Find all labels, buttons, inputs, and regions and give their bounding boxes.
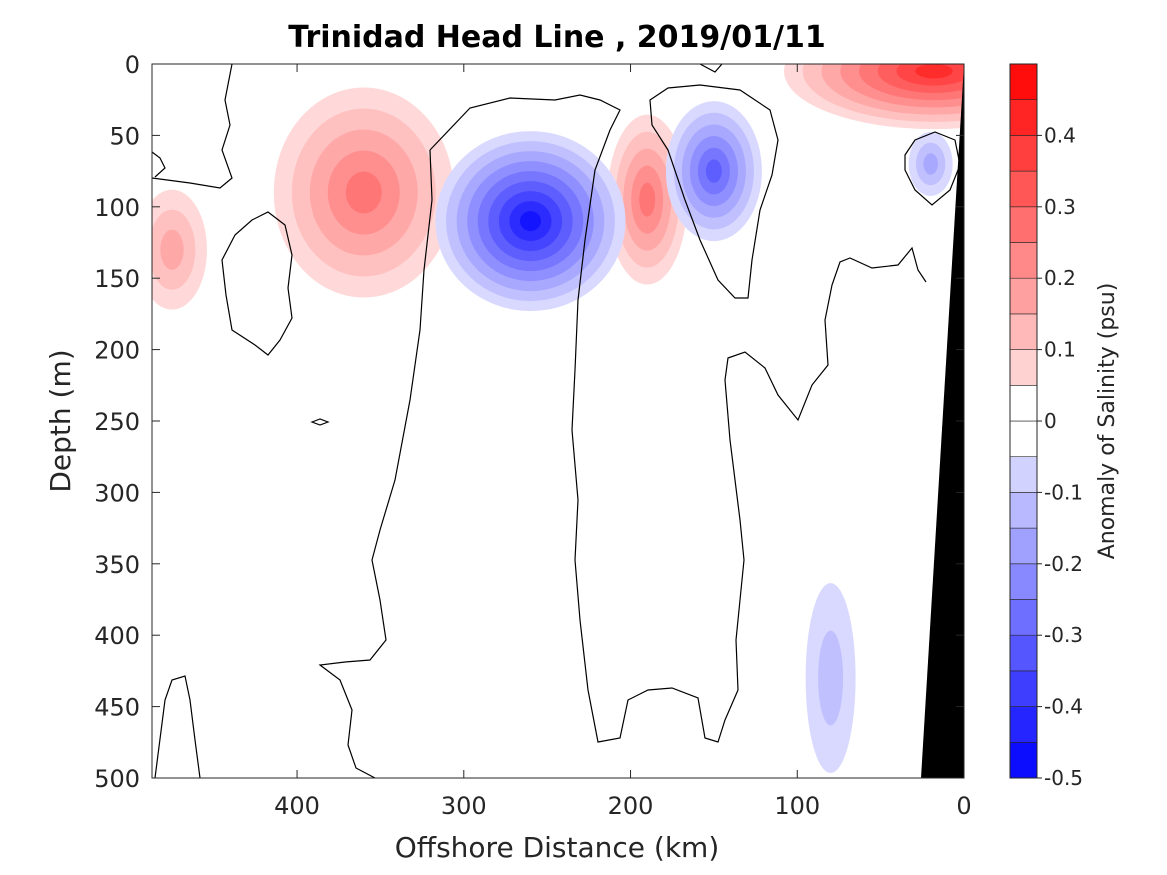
colorbar-segment [1009,384,1038,422]
anomaly-level [705,159,722,183]
x-tick-label: 100 [774,792,820,820]
y-tick-label: 100 [94,194,140,222]
zero-contour-coastal-loop [904,131,961,206]
salinity-field [152,64,964,778]
zero-contour-inner-eddy [649,84,779,299]
colorbar-tick-label: 0 [1044,409,1057,433]
colorbar-tick-label: 0.4 [1044,123,1076,147]
x-axis: 400 300 200 100 0 [274,64,972,820]
fresh-eddy-main [435,131,626,312]
colorbar-segment [1009,634,1038,672]
anomaly-level [818,630,844,726]
x-tick-label: 0 [956,792,971,820]
zero-contour-north-tip [699,64,723,73]
x-tick-label: 400 [274,792,320,820]
colorbar-tick-label: -0.1 [1044,480,1083,504]
y-tick-label: 350 [94,551,140,579]
salty-core-inshore [784,64,964,130]
y-axis-label: Depth (m) [44,349,77,492]
x-tick-label: 300 [441,792,487,820]
anomaly-level [923,153,938,175]
y-tick-label: 150 [94,265,140,293]
zero-contour-eddy-top [429,94,927,743]
x-tick-label: 200 [608,792,654,820]
colorbar-segment [1009,456,1038,493]
colorbar [1009,63,1038,779]
colorbar-tick-label: 0.2 [1044,266,1076,290]
colorbar-segment [1009,706,1038,743]
anomaly-patches [152,64,964,774]
anomaly-level [160,229,184,270]
zero-contour-eddy-west [318,149,433,778]
colorbar-segment [1009,170,1038,208]
colorbar-segment [1009,527,1038,565]
y-tick-label: 0 [125,51,140,79]
zero-contour-west-top [152,64,233,189]
colorbar-segment [1009,420,1038,458]
y-tick-label: 50 [109,122,140,150]
colorbar-segment [1009,349,1038,386]
y-tick-label: 300 [94,479,140,507]
anomaly-level [915,64,953,79]
colorbar-segment [1009,242,1038,279]
colorbar-frame [1009,63,1038,779]
colorbar-tick-label: -0.3 [1044,623,1083,647]
y-tick-label: 450 [94,694,140,722]
colorbar-segment [1009,563,1038,600]
y-tick-label: 400 [94,622,140,650]
colorbar-segment [1009,206,1038,243]
zero-contour-lines [152,64,961,778]
colorbar-segment [1009,492,1038,529]
bathymetry-mask [921,64,964,778]
fresh-patch-deep [805,583,856,774]
zero-contour-loop-west [221,211,293,356]
zero-contour-west-deep [154,675,201,778]
y-tick-label: 500 [94,765,140,793]
colorbar-tick-label: 0.3 [1044,195,1076,219]
colorbar-segment [1009,599,1038,636]
salty-core-west [152,189,207,310]
colorbar-segment [1009,277,1038,315]
anomaly-level [519,211,542,232]
colorbar-segment [1009,135,1038,172]
zero-contour-west-bay [152,151,166,178]
colorbar-tick-label: -0.4 [1044,695,1083,719]
anomaly-level [345,171,382,214]
y-tick-label: 200 [94,337,140,365]
colorbar-tick-label: -0.2 [1044,552,1083,576]
fresh-eddy-inner [665,101,762,242]
colorbar-segment [1009,99,1038,136]
y-axis: 0 50 100 150 200 250 300 350 400 450 500 [94,51,964,793]
colorbar-tick-label: -0.5 [1044,766,1083,790]
x-axis-label: Offshore Distance (km) [395,831,720,864]
colorbar-segment [1009,670,1038,707]
colorbar-segment [1009,313,1038,350]
fresh-patch-coast [908,131,953,196]
chart-title: Trinidad Head Line , 2019/01/11 [288,20,825,55]
zero-contour-tiny [310,418,330,426]
salty-core-offshore [273,87,454,298]
colorbar-ticks: 0.4 0.3 0.2 0.1 0 -0.1 -0.2 -0.3 -0.4 -0.5 [1037,123,1083,790]
colorbar-tick-label: 0.1 [1044,338,1076,362]
colorbar-segment [1009,63,1038,101]
anomaly-level [639,182,656,217]
colorbar-label: Anomaly of Salinity (psu) [1095,283,1120,560]
y-tick-label: 250 [94,408,140,436]
colorbar-segment [1009,741,1038,779]
